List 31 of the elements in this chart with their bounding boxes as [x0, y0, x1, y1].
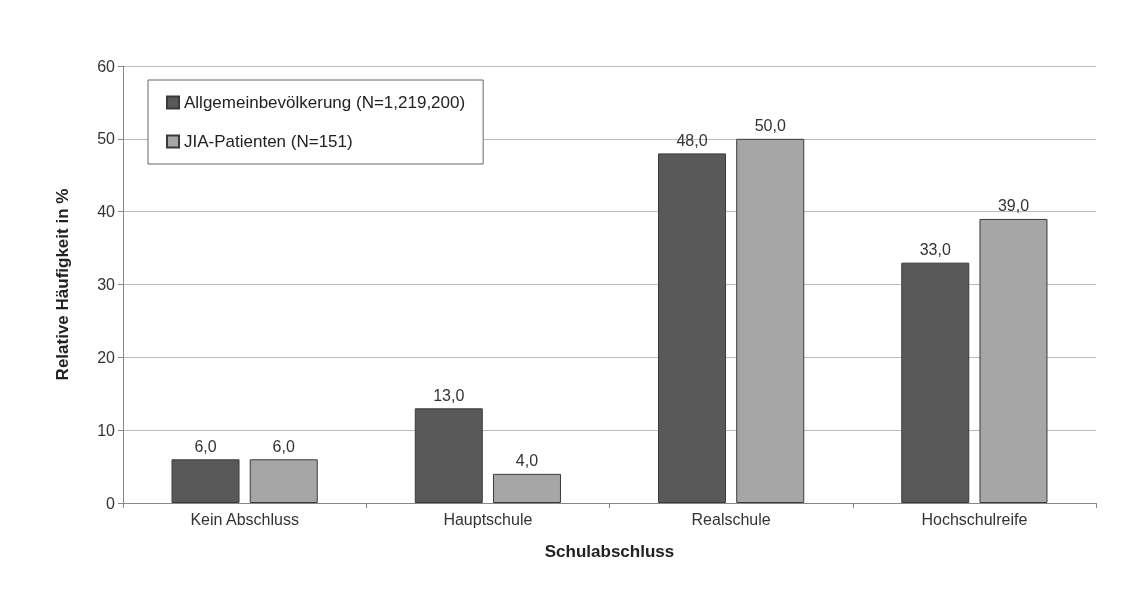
data-label: 6,0 — [272, 437, 295, 455]
y-tick-label: 60 — [97, 57, 116, 75]
y-tick-label: 40 — [97, 203, 116, 221]
y-tick-label: 10 — [97, 421, 116, 439]
data-label: 6,0 — [194, 437, 217, 455]
bar — [249, 459, 318, 503]
bar — [736, 138, 805, 503]
data-label: 48,0 — [676, 131, 708, 149]
y-tick-label: 50 — [97, 130, 116, 148]
bar — [658, 153, 727, 503]
bar — [979, 218, 1048, 503]
data-label: 50,0 — [754, 117, 786, 135]
data-label: 13,0 — [433, 386, 465, 404]
data-label: 39,0 — [997, 197, 1030, 215]
legend-label: JIA-Patienten (N=151) — [184, 132, 353, 151]
y-tick-label: 20 — [97, 348, 116, 366]
x-tick-label: Hauptschule — [443, 510, 533, 528]
y-axis-title: Relative Häufigkeit in % — [53, 188, 72, 381]
bar — [901, 262, 970, 503]
x-tick-label: Realschule — [691, 510, 771, 528]
x-tick-label: Hochschulreife — [921, 510, 1028, 528]
bar — [414, 408, 483, 503]
bar — [492, 473, 561, 503]
data-label: 33,0 — [919, 241, 951, 259]
x-tick-label: Kein Abschluss — [190, 510, 299, 528]
y-tick-label: 30 — [97, 276, 116, 293]
bar — [171, 459, 240, 503]
data-label: 4,0 — [515, 452, 539, 470]
x-axis-title: Schulabschluss — [544, 542, 675, 561]
y-tick-label: 0 — [106, 494, 116, 512]
legend-label: Allgemeinbevölkerung (N=1,219,200) — [184, 93, 466, 112]
